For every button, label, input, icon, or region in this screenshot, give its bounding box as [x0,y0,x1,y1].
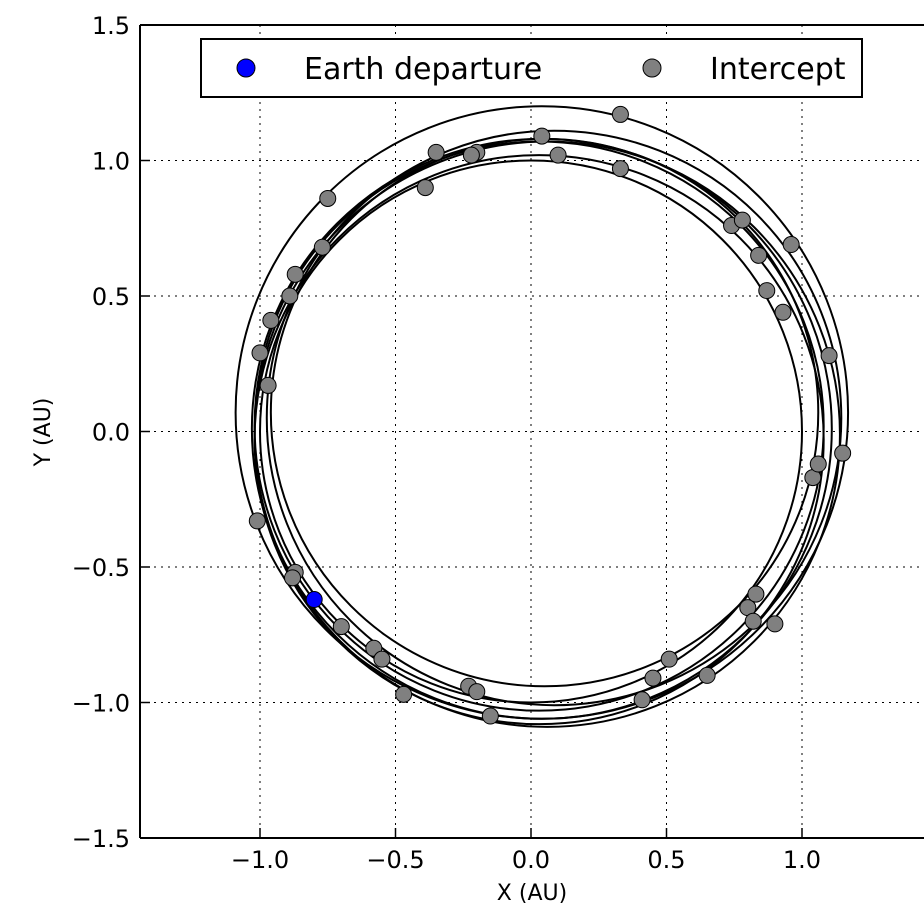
orbit-ellipse [234,105,850,720]
legend-intercept-marker [642,58,662,78]
legend-box [200,38,863,98]
y-tick-label: −1.0 [72,690,130,718]
axis-ticks: −1.0 −0.5 0.0 0.5 1.0 −1.5 −1.0 −0.5 0.0 0.5 1.0 1.… [72,12,821,874]
intercept-point [766,615,784,633]
legend-earth-departure-label: Earth departure [304,52,542,87]
intercept-point [373,650,391,668]
intercept-point [251,344,269,362]
scatter-points [248,105,852,725]
y-tick-label: 1.0 [92,148,130,176]
intercept-point [744,612,762,630]
intercept-point [319,189,337,207]
intercept-point [286,265,304,283]
intercept-point [774,303,792,321]
legend-intercept-label: Intercept [710,52,846,87]
intercept-point [834,444,852,462]
intercept-point [533,127,551,145]
intercept-point [481,707,499,725]
intercept-point [611,105,629,123]
intercept-point [262,311,280,329]
intercept-point [416,179,434,197]
intercept-point [660,650,678,668]
legend-earth-departure-marker [236,58,256,78]
intercept-point [698,666,716,684]
x-tick-label: 0.0 [512,846,550,874]
intercept-point [758,282,776,300]
intercept-point [313,238,331,256]
x-tick-label: 1.0 [783,846,821,874]
y-tick-label: 0.5 [92,283,130,311]
intercept-point [820,347,838,365]
y-axis-label: Y (AU) [31,398,56,468]
earth-departure-point [305,591,323,609]
legend: Earth departure Intercept [200,38,863,98]
intercept-point [332,618,350,636]
x-axis-label: X (AU) [497,881,567,906]
intercept-point [633,691,651,709]
intercept-point [462,146,480,164]
intercept-point [395,685,413,703]
intercept-point [549,146,567,164]
y-tick-label: 1.5 [92,12,130,40]
intercept-point [750,246,768,264]
x-tick-label: 0.5 [647,846,685,874]
orbit-ellipse [259,159,803,704]
intercept-point [284,569,302,587]
intercept-point [747,585,765,603]
intercept-point [248,512,266,530]
intercept-point [259,376,277,394]
intercept-point [611,160,629,178]
intercept-point [733,211,751,229]
intercept-point [782,236,800,254]
y-tick-label: −0.5 [72,554,130,582]
intercept-point [809,455,827,473]
y-tick-label: −1.5 [72,825,130,853]
intercept-point [468,683,486,701]
x-tick-label: −1.0 [231,846,289,874]
x-tick-label: −0.5 [366,846,424,874]
intercept-point [427,143,445,161]
y-tick-label: 0.0 [92,419,130,447]
intercept-point [644,669,662,687]
orbit-ellipse [265,129,843,707]
intercept-point [281,287,299,305]
